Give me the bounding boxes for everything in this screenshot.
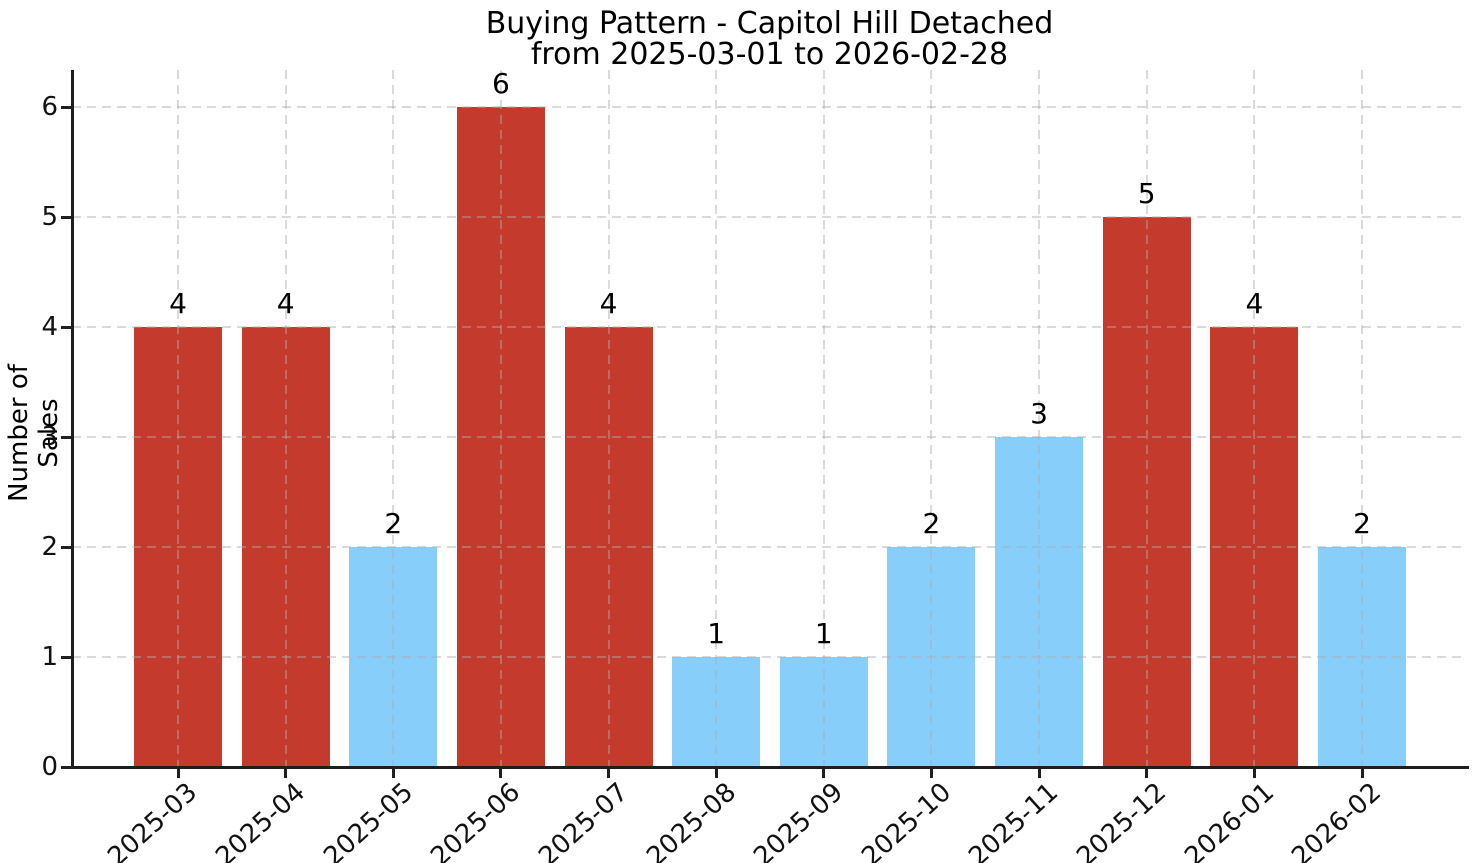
y-tick	[60, 325, 71, 329]
x-tick	[929, 768, 933, 778]
x-tick-label-text: 2026-02	[1286, 777, 1388, 863]
bar-value-label: 4	[1245, 287, 1264, 320]
bar-2025-06	[456, 107, 545, 767]
x-tick	[714, 768, 718, 778]
bar-2025-07	[564, 327, 653, 767]
bar-value-label: 2	[922, 507, 941, 540]
x-tick-label-text: 2026-01	[1178, 777, 1280, 863]
bar-2025-09	[779, 657, 868, 767]
gridline-vertical	[607, 70, 610, 767]
y-tick-label: 6	[41, 92, 58, 122]
chart-title: Buying Pattern - Capitol Hill Detached f…	[72, 8, 1467, 70]
gridline-vertical	[284, 70, 287, 767]
x-tick-label-text: 2025-10	[856, 777, 957, 863]
y-tick-label: 5	[41, 202, 58, 232]
bar-2026-01	[1210, 327, 1299, 767]
x-tick-label-text: 2025-05	[317, 777, 419, 863]
y-tick	[60, 435, 71, 439]
y-tick	[60, 655, 71, 659]
y-tick	[60, 545, 71, 549]
x-tick	[1252, 768, 1256, 778]
x-tick	[284, 768, 288, 778]
x-axis-spine	[70, 765, 1469, 769]
x-tick	[1145, 768, 1149, 778]
chart-title-line1: Buying Pattern - Capitol Hill Detached	[485, 6, 1054, 41]
x-tick-label-text: 2025-04	[210, 777, 312, 863]
x-tick-label-text: 2025-03	[102, 777, 204, 863]
bar-value-label: 4	[169, 287, 187, 320]
gridline-horizontal	[72, 546, 1467, 548]
gridline-vertical	[715, 70, 718, 767]
x-tick-label-text: 2025-07	[533, 777, 634, 863]
bar-value-label: 4	[276, 287, 295, 320]
gridline-horizontal	[72, 436, 1467, 438]
gridline-vertical	[930, 70, 933, 767]
gridline-vertical	[822, 70, 825, 767]
y-tick-label: 4	[41, 312, 58, 342]
bar-value-label: 2	[384, 507, 403, 540]
chart-title-line2: from 2025-03-01 to 2026-02-28	[530, 37, 1009, 72]
x-tick	[1037, 768, 1041, 778]
y-tick-label: 2	[41, 532, 58, 562]
y-tick-label: 1	[41, 642, 58, 672]
x-tick-label-text: 2025-11	[963, 777, 1065, 863]
x-tick	[499, 768, 503, 778]
x-tick	[176, 768, 180, 778]
bar-value-label: 2	[1353, 507, 1371, 540]
gridline-horizontal	[72, 106, 1467, 108]
gridline-vertical	[499, 70, 502, 767]
y-tick	[60, 765, 71, 769]
bar-2026-02	[1318, 547, 1406, 767]
bar-value-label: 1	[814, 617, 833, 650]
y-tick	[60, 105, 71, 109]
bar-value-label: 6	[491, 67, 510, 100]
bar-value-label: 3	[1030, 397, 1048, 430]
bar-2025-10	[887, 547, 976, 767]
gridline-vertical	[392, 70, 395, 767]
y-tick-label: 0	[41, 752, 58, 782]
gridline-vertical	[1145, 70, 1148, 767]
y-tick-label: 3	[41, 422, 58, 452]
bar-2025-04	[241, 327, 330, 767]
gridline-vertical	[177, 70, 179, 767]
gridline-vertical	[1361, 70, 1363, 767]
y-axis-spine	[70, 70, 74, 769]
gridline-horizontal	[72, 656, 1467, 658]
bar-value-label: 1	[707, 617, 726, 650]
bar-2025-05	[349, 547, 438, 767]
bar-value-label: 4	[599, 287, 618, 320]
bar-value-label: 5	[1137, 177, 1156, 210]
x-tick	[822, 768, 826, 778]
bar-2025-12	[1102, 217, 1191, 767]
x-tick-label-text: 2025-08	[640, 777, 742, 863]
bar-2025-03	[134, 327, 222, 767]
gridline-horizontal	[72, 326, 1467, 328]
y-tick	[60, 215, 71, 219]
x-tick	[391, 768, 395, 778]
bar-2025-11	[995, 437, 1084, 767]
gridline-vertical	[1253, 70, 1256, 767]
gridline-vertical	[1038, 70, 1041, 767]
x-tick	[1360, 768, 1364, 778]
x-tick	[607, 768, 611, 778]
x-tick-label-text: 2025-09	[748, 777, 850, 863]
x-tick-label-text: 2025-12	[1071, 777, 1173, 863]
bar-2025-08	[672, 657, 761, 767]
gridline-horizontal	[72, 216, 1467, 218]
x-tick-label-text: 2025-06	[425, 777, 527, 863]
